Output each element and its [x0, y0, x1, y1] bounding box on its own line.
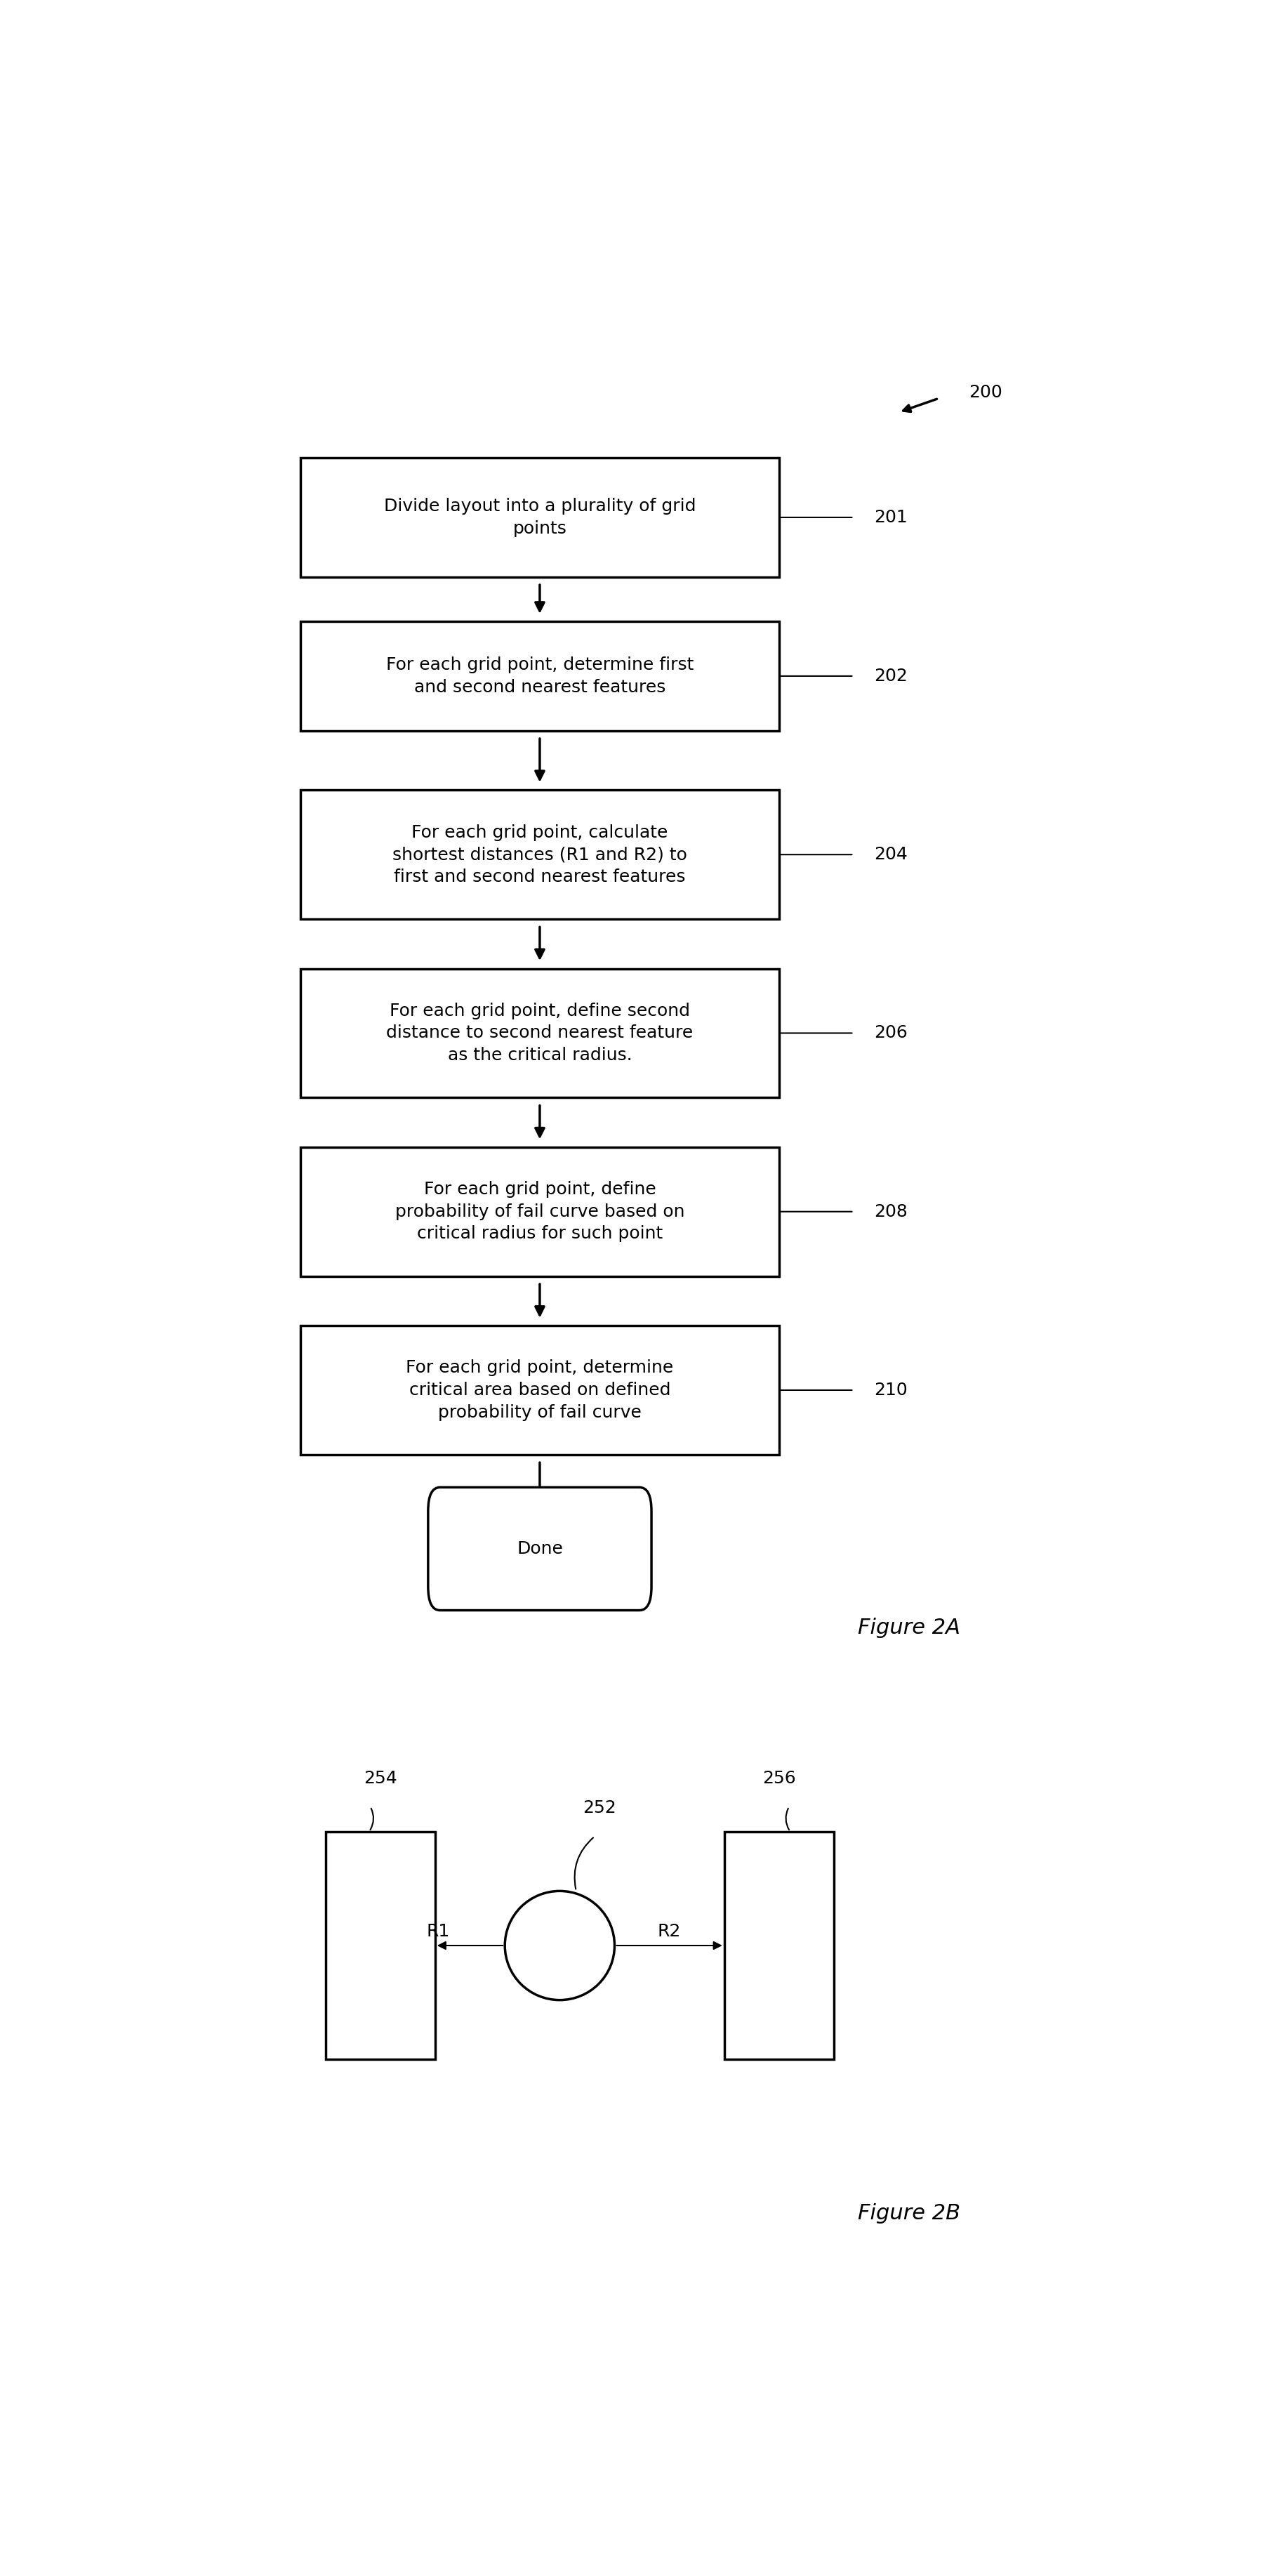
Bar	[301, 1327, 779, 1455]
Bar	[724, 1832, 833, 2061]
Ellipse shape	[504, 1891, 615, 1999]
Bar	[301, 1146, 779, 1275]
Text: For each grid point, define
probability of fail curve based on
critical radius f: For each grid point, define probability …	[395, 1180, 684, 1242]
Text: For each grid point, determine first
and second nearest features: For each grid point, determine first and…	[386, 657, 693, 696]
Text: 254: 254	[363, 1770, 397, 1788]
Bar	[325, 1832, 435, 2061]
Text: 201: 201	[873, 510, 907, 526]
Text: 202: 202	[873, 667, 907, 685]
Text: 200: 200	[968, 384, 1002, 402]
Bar	[301, 459, 779, 577]
FancyBboxPatch shape	[428, 1486, 651, 1610]
Bar	[301, 621, 779, 732]
Text: Figure 2B: Figure 2B	[856, 2202, 959, 2223]
Text: For each grid point, define second
distance to second nearest feature
as the cri: For each grid point, define second dista…	[386, 1002, 693, 1064]
Text: 256: 256	[761, 1770, 796, 1788]
Text: R2: R2	[657, 1922, 680, 1940]
Text: 208: 208	[873, 1203, 907, 1221]
Text: Done: Done	[517, 1540, 562, 1558]
Text: Figure 2A: Figure 2A	[856, 1618, 959, 1638]
Text: R1: R1	[427, 1922, 450, 1940]
Text: 210: 210	[873, 1381, 907, 1399]
Bar	[301, 791, 779, 920]
Bar	[301, 969, 779, 1097]
Text: For each grid point, determine
critical area based on defined
probability of fai: For each grid point, determine critical …	[406, 1360, 673, 1422]
Text: 252: 252	[583, 1801, 616, 1816]
Text: 204: 204	[873, 845, 907, 863]
Text: 206: 206	[873, 1025, 907, 1041]
Text: For each grid point, calculate
shortest distances (R1 and R2) to
first and secon: For each grid point, calculate shortest …	[392, 824, 687, 886]
Text: Divide layout into a plurality of grid
points: Divide layout into a plurality of grid p…	[383, 497, 696, 536]
